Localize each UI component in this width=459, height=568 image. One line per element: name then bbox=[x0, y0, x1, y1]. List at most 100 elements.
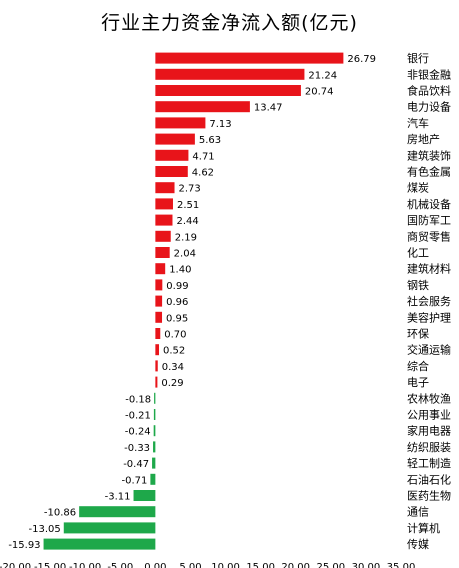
x-tick-label-3: -5.00 bbox=[107, 562, 133, 568]
category-label-5: 房地产 bbox=[407, 132, 440, 146]
x-tick-label-11: 35.00 bbox=[387, 562, 416, 568]
bar-21 bbox=[154, 392, 156, 404]
bar-4 bbox=[155, 117, 206, 129]
bar-19 bbox=[155, 360, 158, 372]
value-label-19: 0.34 bbox=[162, 362, 184, 373]
bar-10 bbox=[155, 214, 173, 226]
value-label-5: 5.63 bbox=[199, 135, 221, 146]
value-label-6: 4.71 bbox=[192, 151, 214, 162]
value-label-12: 2.04 bbox=[174, 249, 196, 260]
category-label-11: 商贸零售 bbox=[407, 229, 451, 243]
chart-title: 行业主力资金净流入额(亿元) bbox=[101, 12, 358, 34]
bar-28 bbox=[79, 506, 156, 518]
value-label-0: 26.79 bbox=[347, 54, 376, 65]
bar-26 bbox=[150, 473, 156, 485]
x-tick-label-5: 5.00 bbox=[179, 562, 201, 568]
value-label-16: 0.95 bbox=[166, 313, 188, 324]
value-label-13: 1.40 bbox=[169, 265, 191, 276]
bar-16 bbox=[155, 311, 163, 323]
value-label-9: 2.51 bbox=[177, 200, 199, 211]
bar-8 bbox=[155, 182, 175, 194]
value-label-11: 2.19 bbox=[175, 232, 197, 243]
category-label-27: 医药生物 bbox=[407, 489, 451, 503]
category-label-24: 纺织服装 bbox=[407, 440, 451, 454]
category-label-2: 食品饮料 bbox=[407, 84, 451, 98]
bar-0 bbox=[155, 52, 344, 64]
category-label-3: 电力设备 bbox=[407, 100, 451, 114]
category-label-7: 有色金属 bbox=[407, 165, 451, 179]
bar-5 bbox=[155, 133, 195, 145]
bar-11 bbox=[155, 230, 171, 242]
category-label-4: 汽车 bbox=[407, 116, 429, 130]
value-label-8: 2.73 bbox=[179, 184, 201, 195]
value-label-7: 4.62 bbox=[192, 168, 214, 179]
value-label-26: -0.71 bbox=[122, 475, 148, 486]
value-label-15: 0.96 bbox=[166, 297, 188, 308]
category-label-28: 通信 bbox=[407, 506, 429, 519]
value-label-4: 7.13 bbox=[209, 119, 231, 130]
value-label-24: -0.33 bbox=[124, 443, 150, 454]
bar-2 bbox=[155, 85, 301, 96]
bar-14 bbox=[155, 279, 163, 291]
category-label-0: 银行 bbox=[407, 51, 429, 65]
value-label-1: 21.24 bbox=[308, 70, 337, 81]
category-label-19: 综合 bbox=[407, 359, 429, 373]
category-label-13: 建筑材料 bbox=[407, 262, 451, 276]
value-label-27: -3.11 bbox=[105, 492, 131, 503]
value-label-10: 2.44 bbox=[176, 216, 198, 227]
category-label-10: 国防军工 bbox=[407, 213, 451, 227]
category-label-8: 煤炭 bbox=[407, 182, 429, 195]
bar-27 bbox=[133, 490, 156, 501]
category-label-21: 农林牧渔 bbox=[407, 391, 451, 405]
x-tick-label-2: -10.00 bbox=[69, 562, 101, 568]
bar-15 bbox=[155, 295, 163, 307]
x-tick-label-9: 25.00 bbox=[316, 562, 345, 568]
value-label-23: -0.24 bbox=[125, 427, 151, 438]
value-label-2: 20.74 bbox=[305, 87, 334, 98]
category-label-17: 环保 bbox=[407, 327, 429, 341]
x-tick-label-1: -15.00 bbox=[34, 562, 66, 568]
category-label-15: 社会服务 bbox=[407, 294, 451, 308]
x-tick-label-6: 10.00 bbox=[211, 562, 240, 568]
x-tick-label-7: 15.00 bbox=[246, 562, 275, 568]
x-tick-label-10: 30.00 bbox=[352, 562, 381, 568]
x-tick-label-0: -20.00 bbox=[0, 562, 31, 568]
bar-3 bbox=[155, 101, 250, 113]
value-label-22: -0.21 bbox=[125, 411, 151, 422]
category-label-18: 交通运输 bbox=[407, 343, 451, 357]
bar-12 bbox=[155, 247, 170, 258]
value-label-17: 0.70 bbox=[164, 330, 186, 341]
x-tick-label-8: 20.00 bbox=[281, 562, 310, 568]
bar-17 bbox=[155, 328, 161, 339]
category-label-14: 钢铁 bbox=[407, 279, 429, 292]
value-label-28: -10.86 bbox=[44, 508, 76, 519]
value-label-21: -0.18 bbox=[125, 394, 151, 405]
value-label-18: 0.52 bbox=[163, 346, 185, 357]
category-label-25: 轻工制造 bbox=[407, 456, 451, 470]
value-label-30: -15.93 bbox=[8, 540, 40, 551]
bar-7 bbox=[155, 166, 188, 177]
value-label-25: -0.47 bbox=[123, 459, 149, 470]
bar-22 bbox=[153, 409, 156, 420]
bar-30 bbox=[43, 538, 156, 550]
value-label-3: 13.47 bbox=[254, 103, 283, 114]
bar-9 bbox=[155, 198, 173, 210]
bar-25 bbox=[152, 457, 156, 469]
category-label-6: 建筑装饰 bbox=[407, 148, 451, 162]
bar-1 bbox=[155, 68, 305, 80]
x-tick-label-4: 0.00 bbox=[144, 562, 166, 568]
bar-24 bbox=[153, 441, 156, 453]
value-label-20: 0.29 bbox=[161, 378, 183, 389]
category-label-23: 家用电器 bbox=[407, 424, 451, 438]
value-label-29: -13.05 bbox=[29, 524, 61, 535]
bar-23 bbox=[153, 425, 156, 437]
category-label-30: 传媒 bbox=[407, 538, 429, 551]
category-label-26: 石油石化 bbox=[407, 472, 451, 486]
bar-18 bbox=[155, 344, 160, 356]
category-label-29: 计算机 bbox=[407, 521, 440, 535]
bar-20 bbox=[155, 376, 158, 388]
category-label-16: 美容护理 bbox=[407, 310, 451, 324]
category-label-20: 电子 bbox=[407, 376, 429, 389]
category-label-22: 公用事业 bbox=[407, 409, 451, 422]
